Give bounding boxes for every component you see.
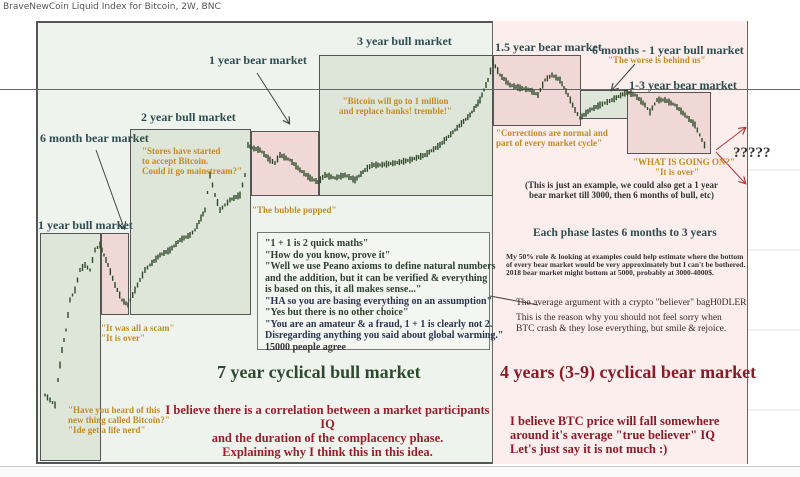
dialogue-line: "How do you know, prove it" (265, 249, 391, 261)
dialogue-line: "HA so you are basing everything on an a… (265, 295, 493, 307)
dialogue-line: 15000 people agree (265, 341, 346, 353)
headline-bull: 7 year cyclical bull market (217, 362, 421, 382)
dialogue-line: is based on this, it all makes sense..." (265, 284, 422, 295)
chart-title: BraveNewCoin Liquid Index for Bitcoin, 2… (3, 2, 221, 12)
dialogue-line: and the addition, but it can be verified… (265, 272, 488, 284)
label-1-3y-bear: 1-3 year bear market (629, 78, 737, 92)
bull-box-2y (130, 129, 251, 315)
horizontal-line (0, 89, 800, 90)
dialogue-line: "Yes but there is no other choice" (265, 307, 409, 318)
quote-million: "Bitcoin will go to 1 million and replace… (339, 96, 452, 116)
note-argument: The average argument with a crypto "beli… (516, 298, 747, 308)
quote-heard: "Have you heard of this new thing called … (68, 405, 170, 435)
label-1-5y-bear: 1.5 year bear market (495, 40, 602, 54)
price-series (44, 59, 706, 409)
bull-box-3y (319, 55, 493, 196)
note-reason: This is the reason why you should not fe… (516, 313, 727, 334)
bull-box-1y (40, 233, 101, 461)
quote-scam: "It was all a scam" "It is over" (101, 323, 175, 343)
note-phase: Each phase lastes 6 months to 3 years (533, 227, 717, 239)
quote-over: "It is over" (655, 167, 699, 177)
label-1y-bear: 1 year bear market (209, 53, 307, 67)
btc-statement: I believe BTC price will fall somewhere a… (510, 414, 720, 456)
arrow-down (715, 151, 745, 183)
arrow-6m-1y-bull (612, 63, 636, 90)
argument-connector (489, 295, 539, 306)
label-6m-1y-bull: 6 months - 1 year bull market (592, 43, 744, 57)
label-1y-bull: 1 year bull market (38, 218, 133, 232)
note-rule: My 50% rule & looking at examples could … (506, 252, 746, 277)
dialogue-line: "1 + 1 is 2 quick maths" (265, 238, 369, 249)
iq-statement: I believe there is a correlation between… (165, 403, 490, 459)
arrow-up (715, 128, 745, 151)
arrow-1y-bear (256, 72, 289, 123)
quote-stores: "Stores have started to accept Bitcoin. Co… (142, 146, 243, 176)
bear-box-1y (251, 131, 319, 196)
quote-bubble: "The bubble popped" (252, 205, 337, 215)
label-3y-bull: 3 year bull market (357, 34, 452, 48)
quote-worse: "The worse is behind us" (608, 55, 706, 65)
label-2y-bull: 2 year bull market (141, 110, 236, 124)
label-6m-bear: 6 month bear market (40, 131, 149, 145)
label-question: ????? (733, 145, 771, 161)
dialogue-box: "1 + 1 is 2 quick maths" "How do you kno… (257, 232, 504, 353)
quote-corrections: "Corrections are normal and part of every… (496, 128, 608, 148)
arrow-6m-bear (95, 149, 124, 228)
dialogue-line: "Well we use Peano axioms to define natu… (265, 261, 496, 272)
dialogue-line: Disregarding anything you said about glo… (265, 330, 504, 341)
quote-going-on: "WHAT IS GOING ON?" (633, 157, 735, 167)
note-example: (This is just an example, we could also … (525, 180, 718, 200)
time-axis (0, 466, 800, 477)
dialogue-line: "You are an amateur & a fraud, 1 + 1 is … (265, 318, 493, 330)
headline-bear: 4 years (3-9) cyclical bear market (500, 362, 757, 382)
